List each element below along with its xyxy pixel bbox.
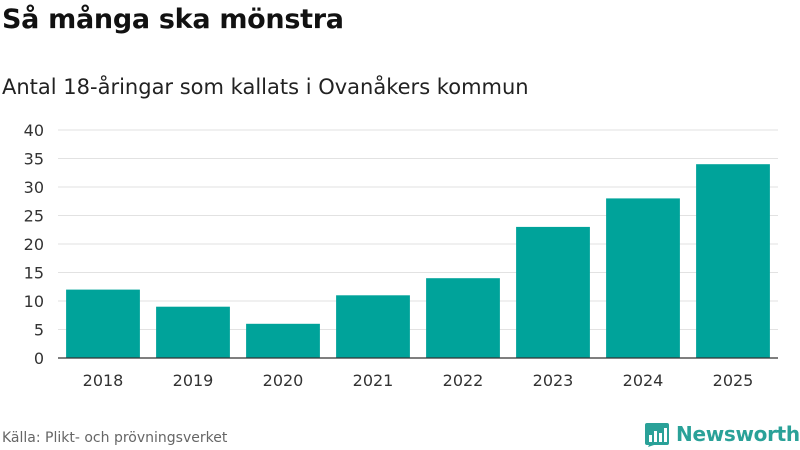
x-tick-label: 2023 [533,371,574,390]
x-tick-label: 2025 [713,371,754,390]
bar [246,323,320,358]
brand-name: Newsworthy [676,422,800,446]
y-tick-label: 35 [24,150,44,169]
y-tick-label: 15 [24,264,44,283]
x-tick-label: 2020 [263,371,304,390]
bar [516,226,590,358]
y-tick-label: 30 [24,178,44,197]
bar [696,164,770,358]
bar [606,198,680,358]
bar [66,289,140,358]
y-tick-label: 40 [24,121,44,140]
x-tick-label: 2018 [83,371,124,390]
x-tick-label: 2021 [353,371,394,390]
newsworthy-logo-icon [645,423,669,447]
y-tick-label: 25 [24,207,44,226]
chart-subtitle: Antal 18-åringar som kallats i Ovanåkers… [2,75,529,99]
y-tick-label: 5 [34,321,44,340]
source-note: Källa: Plikt- och prövningsverket [2,430,228,446]
bar [426,278,500,358]
brand-logo: Newsworthy [644,420,800,448]
bar [156,306,230,358]
y-tick-label: 10 [24,292,44,311]
x-tick-label: 2022 [443,371,484,390]
y-tick-label: 20 [24,235,44,254]
y-tick-label: 0 [34,349,44,368]
chart-title: Så många ska mönstra [2,4,344,35]
x-tick-label: 2019 [173,371,214,390]
x-tick-label: 2024 [623,371,664,390]
bar [336,295,410,358]
